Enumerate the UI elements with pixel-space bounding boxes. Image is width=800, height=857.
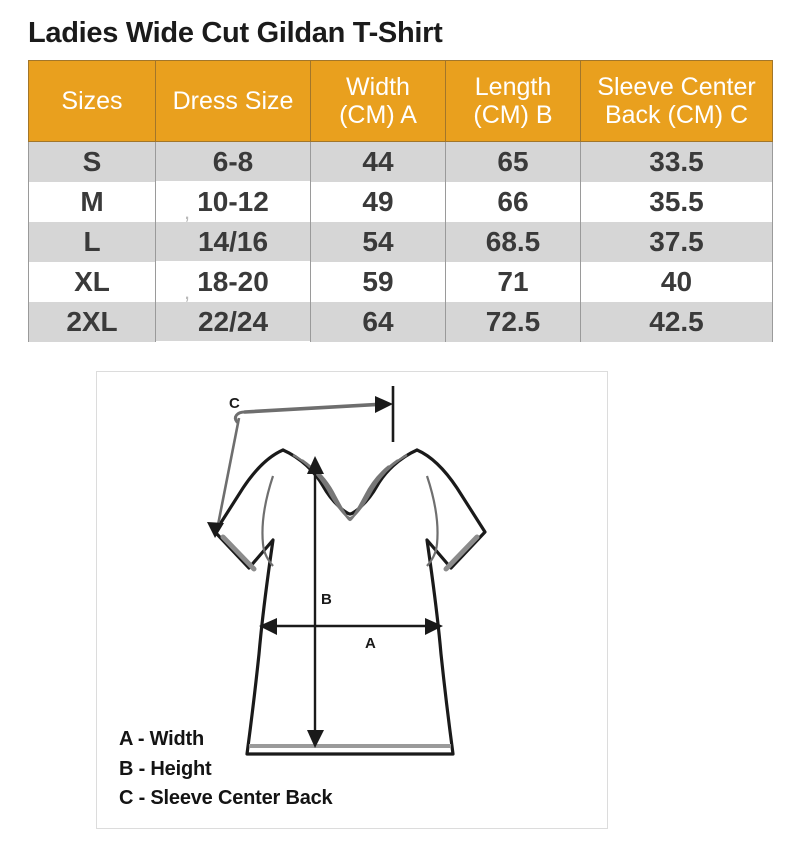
measure-label-c: C [229,395,240,412]
cell-sleeve: 37.5 [580,221,773,262]
table-row: XL 18-20 59 71 40 [28,261,773,306]
cell-width: 64 [310,301,446,342]
cell-dress-size: 22/24 [155,301,311,342]
cell-sleeve: 33.5 [580,141,773,182]
cell-sleeve: 42.5 [580,301,773,342]
size-chart-table-container: Sizes Dress Size Width (CM) A Length (CM… [28,60,773,342]
column-header-sizes-line1: Sizes [61,86,123,115]
measure-label-a: A [365,635,376,652]
cell-length: 71 [445,261,581,302]
column-header-width-line1: Width [346,72,410,101]
table-header: Sizes Dress Size Width (CM) A Length (CM… [28,60,773,142]
cell-size: S [28,141,156,182]
table-row: 2XL 22/24 64 72.5 42.5 [28,301,773,342]
table-row: M 10-12 49 66 35.5 [28,181,773,226]
legend-item-a: A - Width [119,728,205,751]
table-header-row: Sizes Dress Size Width (CM) A Length (CM… [28,60,773,142]
column-header-sleeve-line2: Back (CM) C [604,101,749,129]
page-title: Ladies Wide Cut Gildan T-Shirt [28,17,443,49]
cell-size: M [28,181,156,222]
tshirt-outline-icon [213,448,487,756]
column-header-length-line1: Length [474,72,552,101]
legend-item-c: C - Sleeve Center Back [119,787,333,810]
cell-dress-size: 18-20 [155,261,311,306]
cell-width: 44 [310,141,446,182]
cell-size: L [28,221,156,262]
column-header-width-line2: (CM) A [339,101,417,129]
legend-item-b: B - Height [119,757,212,780]
collar-band-icon [292,454,408,522]
cell-length: 72.5 [445,301,581,342]
cell-width: 59 [310,261,446,302]
table-row: S 6-8 44 65 33.5 [28,141,773,182]
cell-length: 66 [445,181,581,222]
measurement-diagram-panel: C B A A - Width B - Height C - Sleeve Ce… [96,371,608,829]
armhole-seam-icon [261,475,439,567]
measure-arrow-c [207,396,393,538]
cell-size: 2XL [28,301,156,342]
column-header-sleeve-center-back: Sleeve Center Back (CM) C [580,60,773,142]
column-header-sizes: Sizes [28,60,156,142]
table-body: S 6-8 44 65 33.5 M 10-12 49 66 35.5 L 14… [28,141,773,342]
measure-arrow-b [307,456,324,748]
column-header-length: Length (CM) B [445,60,581,142]
size-chart-table: Sizes Dress Size Width (CM) A Length (CM… [28,60,773,342]
cell-length: 68.5 [445,221,581,262]
column-header-dress-size: Dress Size [155,60,311,142]
cell-dress-size: 14/16 [155,221,311,262]
tshirt-diagram: C B A [207,386,487,756]
column-header-dress-size-line1: Dress Size [172,86,294,115]
column-header-width: Width (CM) A [310,60,446,142]
column-header-length-line2: (CM) B [473,101,553,129]
cell-width: 49 [310,181,446,222]
cell-length: 65 [445,141,581,182]
measure-label-b: B [321,591,332,608]
cell-sleeve: 40 [580,261,773,302]
cell-dress-size: 6-8 [155,141,311,182]
sleeve-hem-band-icon [220,534,480,572]
cell-size: XL [28,261,156,302]
cell-width: 54 [310,221,446,262]
cell-dress-size: 10-12 [155,181,311,226]
cell-sleeve: 35.5 [580,181,773,222]
measure-arrow-a [259,618,443,635]
column-header-sleeve-line1: Sleeve Center [597,72,756,101]
diagram-legend: A - Width B - Height C - Sleeve Center B… [119,725,539,814]
table-row: L 14/16 54 68.5 37.5 [28,221,773,262]
